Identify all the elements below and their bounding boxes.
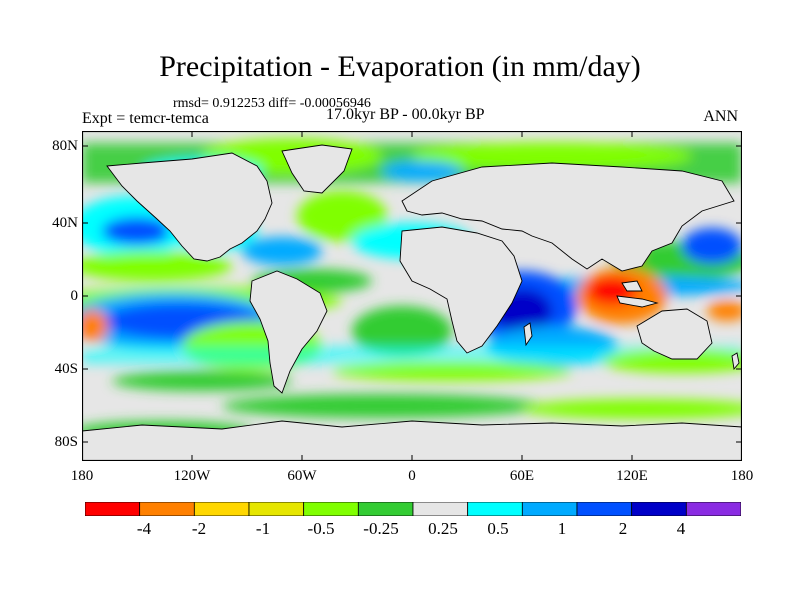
lat-label-40n: 40N (52, 215, 78, 231)
colorbar-swatch (193, 502, 250, 516)
colorbar-swatch (139, 502, 195, 516)
colorbar-swatch (357, 502, 414, 516)
season-label: ANN (703, 108, 738, 125)
colorbar-label: 2 (618, 519, 628, 538)
colorbar-swatch (576, 502, 633, 516)
lon-label-0: 0 (408, 468, 416, 484)
colorbar-label: 4 (676, 519, 686, 538)
colorbar-label: -1 (255, 519, 271, 538)
lon-label-60w: 60W (287, 468, 317, 484)
colorbar-label: -0.25 (363, 519, 399, 538)
colorbar-label: -2 (191, 519, 207, 538)
lon-label-180w: 180 (70, 468, 94, 484)
lat-label-80n: 80N (52, 138, 78, 154)
period-label: 17.0kyr BP - 00.0kyr BP (326, 106, 485, 123)
colorbar-swatch (631, 502, 687, 516)
colorbar-label: 1 (557, 519, 567, 538)
experiment-label: Expt = temcr-temca (82, 110, 209, 127)
lon-label-120w: 120W (173, 468, 211, 484)
lat-label-0: 0 (70, 288, 79, 304)
colorbar-swatch (521, 502, 578, 516)
lon-label-180e: 180 (730, 468, 754, 484)
lat-label-80s: 80S (54, 434, 78, 450)
colorbar-label: -0.5 (307, 519, 335, 538)
lat-label-40s: 40S (54, 361, 78, 377)
page-title: Precipitation - Evaporation (in mm/day) (159, 50, 641, 83)
colorbar-swatch (412, 502, 469, 516)
colorbar-label: 0.25 (428, 519, 458, 538)
colorbar-swatch (303, 502, 359, 516)
lon-label-60e: 60E (509, 468, 535, 484)
colorbar-label: -4 (136, 519, 152, 538)
lon-label-120e: 120E (616, 468, 648, 484)
colorbar-swatch (85, 502, 141, 516)
colorbar-label: 0.5 (487, 519, 509, 538)
colorbar-swatch (248, 502, 305, 516)
world-map (82, 131, 742, 461)
colorbar-swatch (685, 502, 741, 516)
colorbar (85, 502, 741, 516)
stats-line: rmsd= 0.912253 diff= -0.00056946 (173, 96, 371, 111)
colorbar-swatch (467, 502, 523, 516)
